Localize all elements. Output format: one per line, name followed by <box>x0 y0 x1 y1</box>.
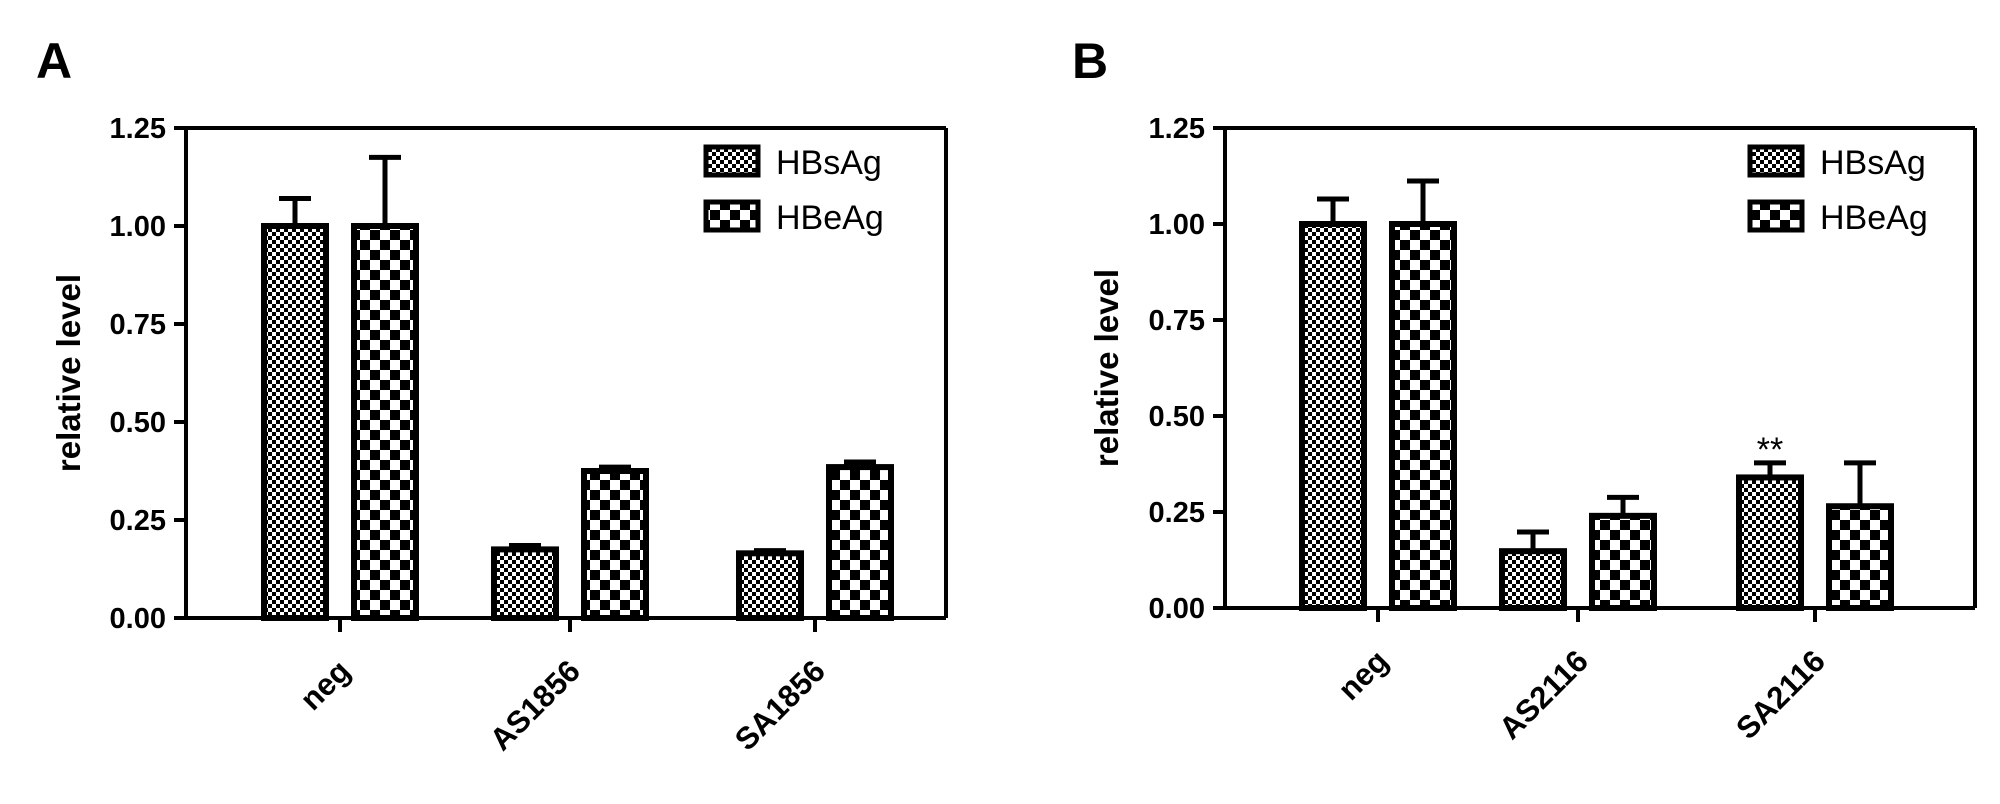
bar-hbsag-sa2116 <box>1736 474 1804 611</box>
legend-label-hbsag: HBsAg <box>1820 144 1926 182</box>
category-label: AS1856 <box>483 653 587 757</box>
y-axis-label: relative level <box>1088 269 1125 467</box>
legend-swatch-hbeag <box>703 199 761 233</box>
bar-hbeag-neg <box>351 223 419 621</box>
y-tick-label: 0.25 <box>1149 497 1205 529</box>
bar-hbsag-neg <box>261 223 329 621</box>
legend-label-hbsag: HBsAg <box>776 144 882 182</box>
y-tick-label: 1.25 <box>1149 113 1205 145</box>
bar-hbeag-neg <box>1389 221 1457 611</box>
y-tick-label: 0.75 <box>1149 305 1205 337</box>
category-label: AS2116 <box>1492 643 1595 746</box>
bar-hbeag-as2116 <box>1589 512 1657 612</box>
y-tick-label: 0.75 <box>110 309 166 341</box>
legend-swatch-hbsag <box>703 144 761 178</box>
y-tick-label: 1.00 <box>1149 209 1205 241</box>
panel-b: B 0.00 0.25 0.50 0.75 1.00 1.25 relative level n… <box>1072 33 1977 746</box>
bar-hbeag-as1856 <box>581 468 649 621</box>
legend-label-hbeag: HBeAg <box>1820 199 1928 237</box>
legend-swatch-hbeag <box>1747 199 1805 233</box>
bar-hbeag-sa1856 <box>826 464 894 621</box>
y-tick-label: 0.25 <box>110 505 166 537</box>
category-label: SA1856 <box>728 653 832 757</box>
y-axis-label: relative level <box>50 274 87 472</box>
category-label: neg <box>1331 643 1395 707</box>
y-tick-label: 0.50 <box>110 407 166 439</box>
bar-hbsag-as2116 <box>1499 548 1567 612</box>
y-tick-label: 1.00 <box>110 211 166 243</box>
panel-a: A 0.00 0.25 0.50 0.75 1.00 1.25 relative level n… <box>36 33 948 757</box>
y-tick-label: 1.25 <box>110 113 166 145</box>
significance-marker: ** <box>1757 431 1783 469</box>
y-tick-label: 0.50 <box>1149 401 1205 433</box>
bar-hbsag-neg <box>1299 221 1367 611</box>
bar-hbsag-sa1856 <box>736 550 804 622</box>
category-label: SA2116 <box>1729 643 1832 746</box>
y-tick-label: 0.00 <box>1149 593 1205 625</box>
y-tick-label: 0.00 <box>110 603 166 635</box>
category-label: neg <box>293 653 357 717</box>
bar-hbsag-as1856 <box>491 546 559 622</box>
bar-hbeag-sa2116 <box>1826 503 1894 611</box>
panel-letter: A <box>36 33 72 89</box>
legend-label-hbeag: HBeAg <box>776 199 884 237</box>
legend-swatch-hbsag <box>1747 144 1805 178</box>
panel-letter: B <box>1072 33 1108 89</box>
